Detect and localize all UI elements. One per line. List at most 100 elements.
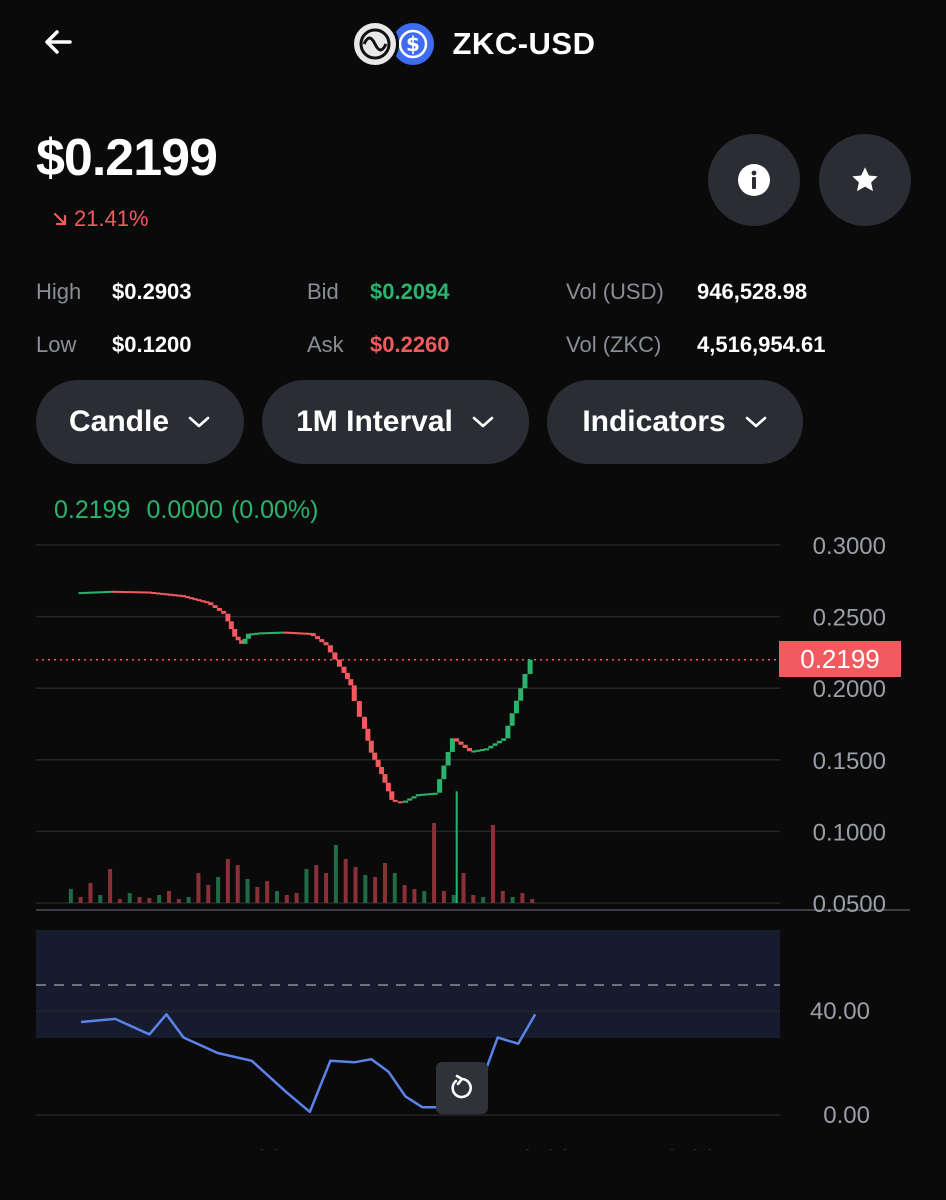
volume-bar	[402, 885, 407, 903]
candle	[522, 673, 528, 689]
candle	[315, 636, 321, 640]
candle	[192, 598, 198, 601]
volume-bar	[392, 873, 397, 903]
candle	[121, 591, 127, 594]
candle	[138, 591, 144, 594]
star-icon	[852, 167, 878, 192]
candle	[267, 632, 273, 635]
candle	[279, 631, 285, 634]
vol-zkc-value: 4,516,954.61	[697, 332, 826, 357]
volume-bar	[500, 891, 505, 903]
chevron-down-icon	[188, 416, 210, 428]
chart-type-label: Candle	[68, 405, 170, 438]
candle	[323, 642, 329, 646]
candle	[344, 672, 350, 680]
candle	[242, 638, 248, 644]
pair-logo: $	[350, 18, 439, 70]
arrow-left-icon	[45, 30, 72, 54]
price-change: 21.41%	[52, 206, 149, 232]
candle	[513, 700, 519, 714]
candle	[372, 752, 378, 760]
arrow-down-right-icon	[53, 212, 67, 226]
volume-bar	[255, 887, 260, 903]
bid-value: $0.2094	[370, 279, 450, 304]
candle	[262, 632, 268, 635]
candle	[379, 766, 385, 775]
candle	[271, 631, 277, 634]
candle	[163, 593, 169, 596]
candle	[454, 738, 460, 742]
volume-bar	[68, 889, 73, 903]
volume-bar	[176, 899, 181, 903]
volume-bar	[294, 893, 299, 903]
candle	[479, 749, 485, 752]
candle	[392, 799, 398, 802]
candle	[336, 659, 342, 667]
candle	[225, 613, 231, 622]
candle	[104, 591, 110, 594]
volume-bar	[373, 877, 378, 903]
candle	[129, 591, 135, 594]
candle	[159, 592, 165, 595]
reset-chart-button[interactable]	[436, 1062, 488, 1114]
volume-bar	[206, 885, 211, 903]
candle	[172, 594, 178, 597]
candle	[420, 793, 426, 796]
price-tick-label: 0.2500	[813, 605, 886, 632]
vol-zkc-label: Vol (ZKC)	[566, 332, 662, 357]
candle	[108, 590, 114, 593]
candle	[402, 800, 408, 803]
candle	[99, 591, 105, 594]
candle	[361, 716, 367, 729]
indicators-dropdown[interactable]: Indicators	[547, 380, 803, 464]
candle	[188, 597, 194, 600]
candle	[441, 765, 447, 780]
candle	[496, 740, 502, 744]
candle	[291, 632, 297, 635]
volume-bar	[304, 869, 309, 903]
candle	[445, 751, 451, 766]
candle	[332, 652, 338, 660]
volume-bar	[451, 895, 456, 903]
volume-bar	[108, 869, 113, 903]
rsi-tick-label: 0.00	[823, 1102, 870, 1129]
volume-bar	[520, 893, 525, 903]
svg-text:$: $	[406, 32, 420, 56]
info-button[interactable]	[708, 134, 800, 226]
candle	[228, 621, 234, 630]
volume-bar	[441, 891, 446, 903]
candle	[151, 591, 157, 594]
legend-close: 0.2199	[54, 496, 131, 524]
candle	[368, 740, 374, 753]
candle	[168, 593, 174, 596]
candle	[275, 631, 281, 634]
interval-dropdown[interactable]: 1M Interval	[262, 380, 529, 464]
candle	[466, 747, 472, 752]
price-chart[interactable]: 0.3000 0.2500 0.2000 0.1500 0.1000 0.0500 40.0…	[0, 520, 946, 1150]
volume-bar	[510, 897, 515, 903]
chart-type-dropdown[interactable]: Candle	[36, 380, 244, 464]
candle	[95, 591, 101, 594]
candle	[449, 738, 455, 752]
candle	[385, 782, 391, 792]
candle	[82, 591, 88, 594]
candle	[484, 748, 490, 751]
volume-bar	[127, 893, 132, 903]
volume-bar	[274, 891, 279, 903]
vol-usd-value: 946,528.98	[697, 279, 808, 304]
candle	[155, 592, 161, 595]
volume-bar	[157, 895, 162, 903]
bid-label: Bid	[307, 279, 339, 304]
volume-bar	[314, 865, 319, 903]
candle	[527, 659, 533, 674]
favorite-button[interactable]	[819, 134, 911, 226]
high-value: $0.2903	[112, 279, 192, 304]
interval-label: 1M Interval	[296, 405, 453, 438]
back-button[interactable]	[40, 22, 84, 62]
chevron-down-icon	[472, 416, 494, 428]
volume-bar	[186, 897, 191, 903]
candle	[501, 738, 507, 741]
volume-bar	[117, 899, 122, 903]
candle	[196, 599, 202, 602]
volume-bar	[490, 825, 495, 903]
